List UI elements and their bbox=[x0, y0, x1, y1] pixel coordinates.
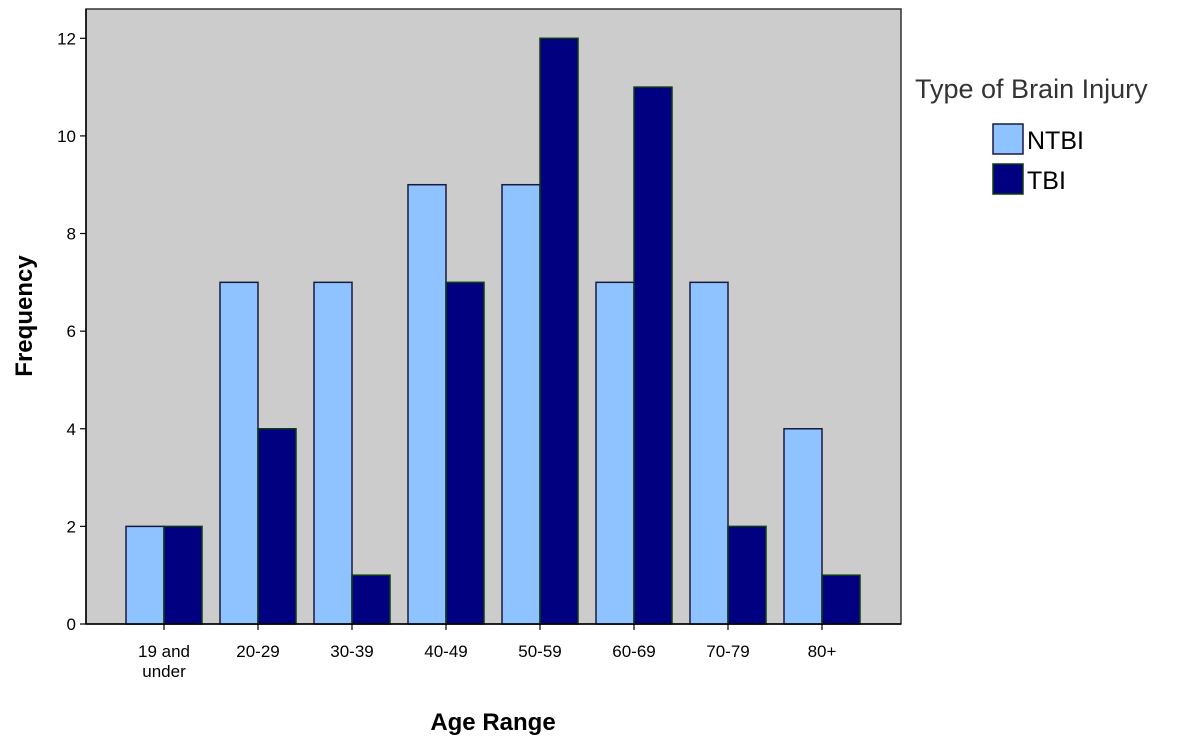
y-axis-ticks: 0 2 4 6 8 10 12 bbox=[57, 29, 86, 634]
bars bbox=[125, 37, 861, 625]
y-tick-label: 8 bbox=[67, 225, 76, 244]
bar-tbi-2 bbox=[351, 574, 391, 625]
bar-tbi-3 bbox=[445, 281, 485, 625]
legend-swatch-ntbi bbox=[992, 123, 1024, 155]
y-axis-title: Frequency bbox=[11, 255, 38, 377]
bar-ntbi-6 bbox=[689, 281, 729, 625]
bar-ntbi-5 bbox=[595, 281, 635, 625]
legend-label-ntbi: NTBI bbox=[1027, 127, 1084, 155]
y-tick-label: 4 bbox=[67, 420, 76, 439]
bar-tbi-5 bbox=[633, 86, 673, 625]
x-tick-label: 40-49 bbox=[424, 642, 467, 661]
x-tick-label: 80+ bbox=[808, 642, 837, 661]
x-tick-label: 50-59 bbox=[518, 642, 561, 661]
y-tick-label: 0 bbox=[67, 615, 76, 634]
x-axis-title: Age Range bbox=[430, 709, 555, 736]
legend-swatch-tbi bbox=[992, 163, 1024, 195]
bar-ntbi-2 bbox=[313, 281, 353, 625]
bar-tbi-7 bbox=[821, 574, 861, 625]
y-tick-label: 10 bbox=[57, 127, 76, 146]
x-tick-label: 19 and under bbox=[138, 642, 190, 681]
legend: Type of Brain Injury NTBI TBI bbox=[915, 74, 1148, 195]
y-tick-label: 6 bbox=[67, 322, 76, 341]
x-axis-ticks: 19 and under 20-29 30-39 40-49 50-59 60-69 70-7… bbox=[138, 624, 836, 681]
bar-tbi-4 bbox=[539, 37, 579, 625]
bar-tbi-0 bbox=[163, 525, 203, 625]
x-tick-label: 30-39 bbox=[330, 642, 373, 661]
x-tick-label: 70-79 bbox=[706, 642, 749, 661]
bar-tbi-6 bbox=[727, 525, 767, 625]
legend-title: Type of Brain Injury bbox=[915, 74, 1148, 104]
bar-ntbi-7 bbox=[783, 428, 823, 625]
bar-ntbi-1 bbox=[219, 281, 259, 625]
x-tick-label: 60-69 bbox=[612, 642, 655, 661]
bar-ntbi-3 bbox=[407, 183, 447, 625]
bar-ntbi-0 bbox=[125, 525, 165, 625]
bar-tbi-1 bbox=[257, 428, 297, 625]
bar-ntbi-4 bbox=[501, 183, 541, 625]
y-tick-label: 2 bbox=[67, 517, 76, 536]
x-tick-label: 20-29 bbox=[236, 642, 279, 661]
y-tick-label: 12 bbox=[57, 29, 76, 48]
plot-background bbox=[85, 8, 902, 625]
legend-label-tbi: TBI bbox=[1027, 167, 1066, 195]
legend-items: NTBI TBI bbox=[992, 123, 1084, 195]
